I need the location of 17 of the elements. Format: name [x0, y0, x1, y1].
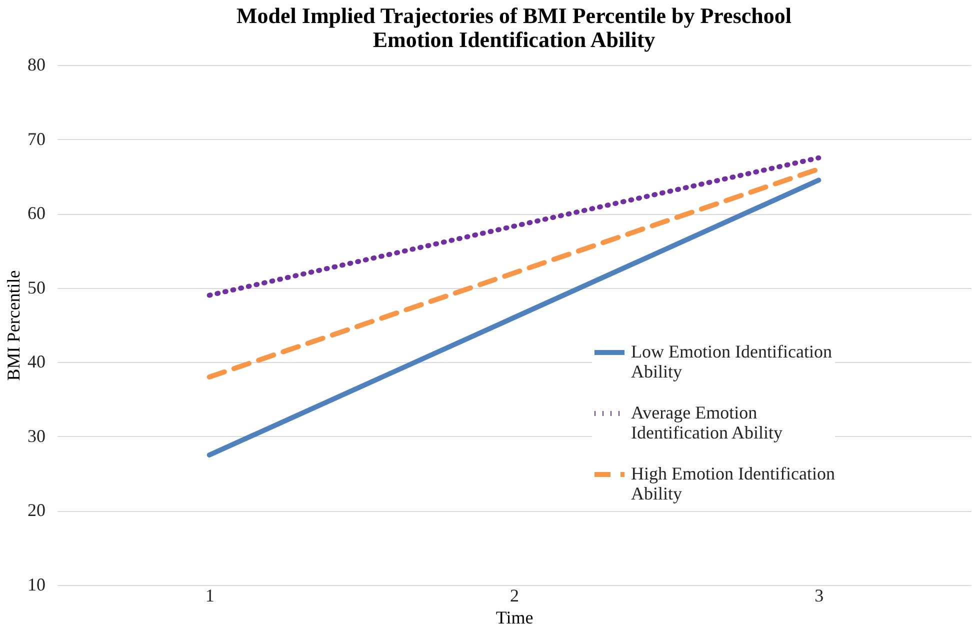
y-axis-title: BMI Percentile [4, 270, 24, 381]
y-tick-label: 30 [28, 426, 46, 446]
y-tick-label: 80 [28, 54, 46, 74]
y-tick-label: 10 [28, 574, 46, 594]
x-tick-label: 1 [205, 586, 214, 606]
x-tick-label: 3 [814, 586, 824, 606]
legend-label: Average Emotion Identification Ability [631, 402, 782, 442]
y-tick-label: 20 [28, 500, 46, 520]
chart-title: Model Implied Trajectories of BMI Percentile by Preschool Emotion Identification Ability [236, 3, 792, 52]
x-tick-label: 2 [510, 586, 519, 606]
legend-label: Low Emotion Identification Ability [631, 342, 832, 382]
x-axis-title: Time [496, 608, 534, 628]
y-tick-label: 60 [28, 203, 46, 224]
y-tick-label: 70 [28, 128, 46, 149]
y-tick-label: 40 [28, 352, 46, 372]
y-tick-label: 50 [28, 277, 46, 298]
legend-label: High Emotion Identification Ability [631, 464, 835, 504]
